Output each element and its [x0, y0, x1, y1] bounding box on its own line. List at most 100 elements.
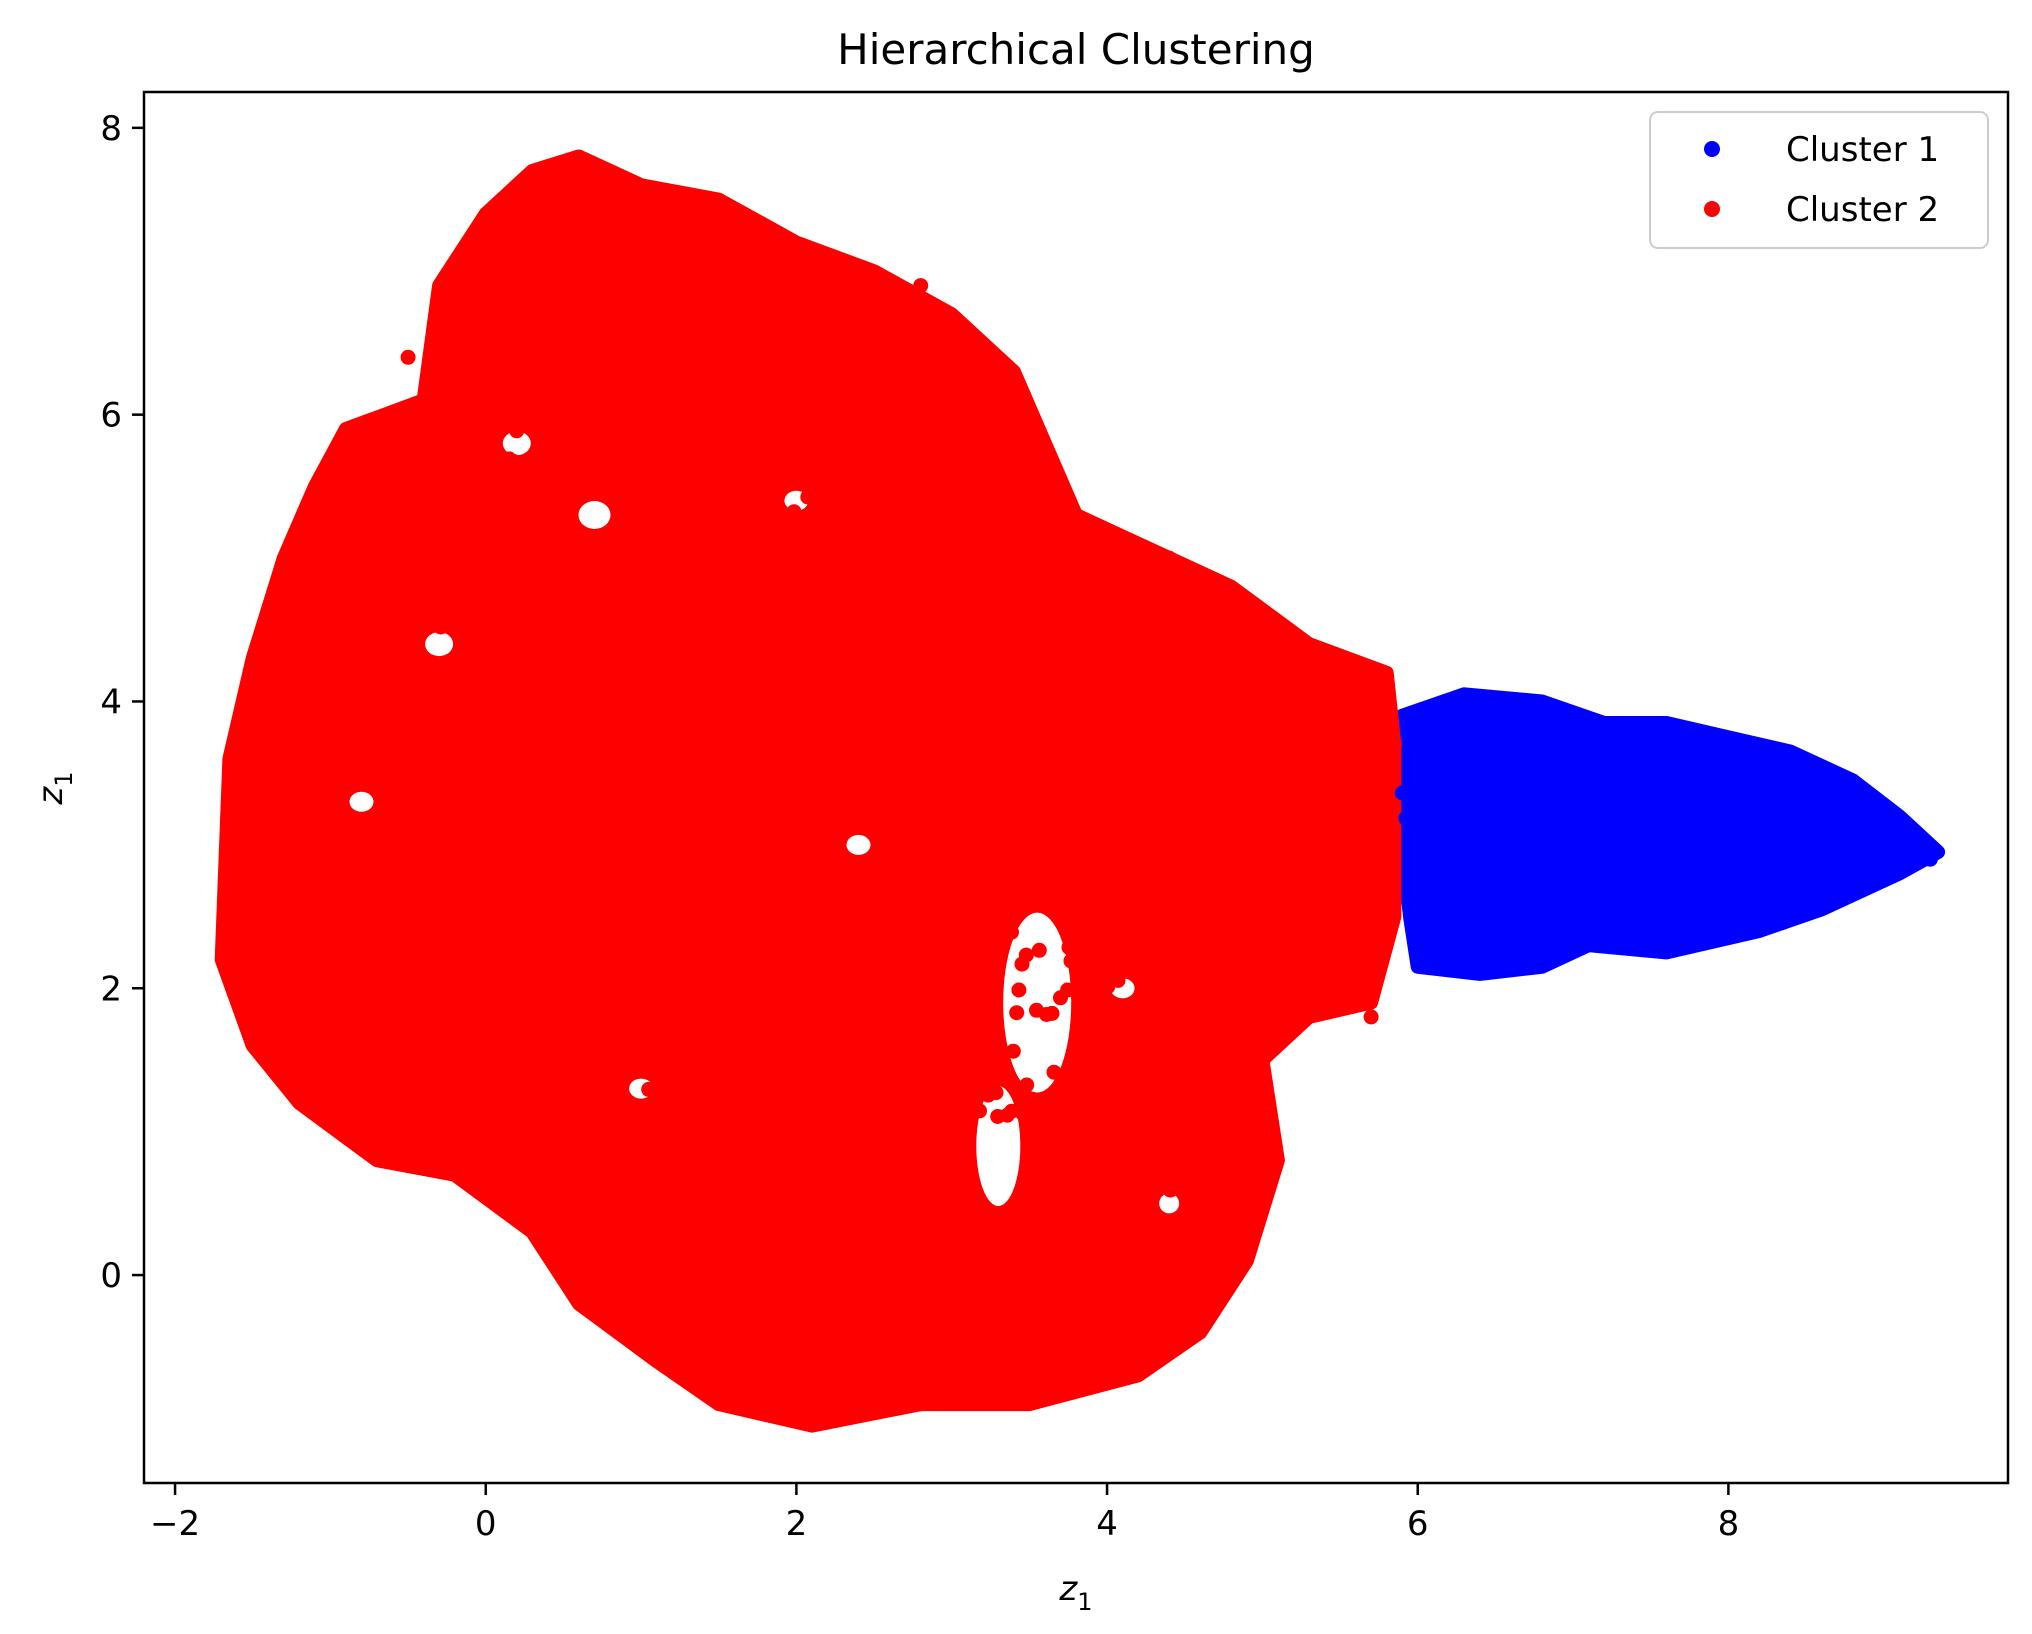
cluster-2-point [552, 243, 568, 259]
cluster-2-point [507, 877, 523, 893]
cluster-2-point [1191, 1040, 1207, 1056]
cluster-2-point [817, 1215, 833, 1231]
cluster-2-point [767, 1105, 783, 1121]
cluster-2-point [637, 810, 652, 826]
cluster-2-point [989, 582, 1005, 598]
cluster-2-point [571, 1281, 587, 1297]
legend-label-cluster-1: Cluster 1 [1786, 130, 1939, 170]
cluster-2-point [628, 1051, 644, 1067]
cluster-2-point [964, 808, 980, 824]
cluster-2-point [287, 837, 303, 853]
chart-title: Hierarchical Clustering [837, 25, 1315, 74]
cluster-2-point [1386, 737, 1402, 752]
cluster-2-point [357, 620, 373, 635]
cluster-1-point [1556, 743, 1572, 759]
cluster-2-point [822, 543, 838, 559]
cluster-2-point [1181, 969, 1196, 985]
cluster-2-point [443, 530, 459, 546]
cluster-2-point [1010, 569, 1026, 585]
cluster-2-point [674, 1059, 690, 1075]
cluster-2-point [836, 343, 852, 359]
cluster-1-point [1525, 934, 1541, 950]
cluster-2-point [262, 965, 278, 981]
cluster-2-point [1139, 968, 1155, 984]
cluster-2-point [761, 665, 777, 681]
cluster-2-point [934, 485, 950, 501]
cluster-2-point [539, 1090, 555, 1106]
cluster-2-point [787, 283, 803, 299]
cluster-2-point [808, 1093, 824, 1109]
cluster-2-point [428, 367, 444, 383]
cluster-2-point [765, 1261, 781, 1277]
cluster-2-point [1157, 1006, 1172, 1022]
cluster-2-point [1254, 808, 1270, 824]
cluster-2-point [478, 333, 494, 349]
cluster-2-point [1149, 1246, 1165, 1262]
cluster-2-point [397, 835, 413, 851]
cluster-2-point [362, 484, 378, 500]
cluster-2-point [536, 348, 551, 364]
cluster-2-point [1119, 902, 1135, 918]
cluster-2-point [315, 468, 331, 484]
cluster-2-point [347, 728, 363, 743]
cluster-1-point [1772, 789, 1788, 805]
cluster-2-point [1091, 786, 1107, 802]
cluster-2-point [675, 460, 691, 476]
cluster-2-point [1313, 999, 1329, 1014]
cluster-2-point [748, 487, 764, 503]
legend-marker-cluster-2 [1704, 201, 1720, 217]
cluster-2-point [309, 713, 325, 729]
cluster-2-point [661, 809, 677, 825]
cluster-2-point [749, 1382, 765, 1398]
cluster-2-point [786, 707, 802, 723]
cluster-2-point [756, 607, 771, 623]
cluster-2-point [590, 1096, 606, 1112]
cluster-2-point [426, 687, 442, 703]
cluster-1-point [1583, 862, 1598, 878]
cluster-2-point [511, 185, 527, 201]
cluster-1-point [1413, 926, 1429, 942]
cluster-2-point [724, 773, 740, 788]
cluster-2-point [577, 934, 593, 950]
legend-marker-cluster-1 [1704, 141, 1720, 157]
cluster-1-point [1617, 909, 1633, 925]
cluster-2-point [772, 1288, 787, 1304]
cluster-2-point [858, 1072, 873, 1088]
cluster-2-point [1367, 785, 1383, 801]
cluster-2-point [545, 413, 561, 429]
cluster-1-point [1489, 961, 1505, 977]
cluster-2-point [999, 788, 1015, 804]
cluster-2-point [1232, 1029, 1248, 1045]
cluster-1-point [1627, 716, 1643, 732]
cluster-2-point [329, 756, 345, 772]
cluster-1-point [1474, 880, 1490, 896]
cluster-2-point [1070, 1118, 1086, 1134]
cluster-2-point [407, 681, 423, 697]
cluster-regions [214, 149, 1946, 1433]
cluster-2-point [1202, 853, 1218, 869]
cluster-2-point [622, 1273, 638, 1289]
cluster-2-point [540, 764, 556, 780]
cluster-2-point [651, 1184, 667, 1200]
cluster-2-point [842, 1003, 858, 1018]
cluster-2-point [570, 406, 586, 422]
cluster-2-point [990, 1109, 1006, 1124]
cluster-2-point [1004, 586, 1020, 601]
cluster-2-point [403, 915, 419, 931]
cluster-2-point [317, 602, 333, 618]
cluster-2-point [1366, 922, 1382, 938]
cluster-1-point [1790, 866, 1806, 881]
cluster-2-point [917, 1392, 933, 1408]
cluster-2-point [692, 1177, 708, 1193]
cluster-2-point [902, 887, 918, 903]
cluster-2-point [1272, 970, 1288, 986]
cluster-2-point [609, 959, 625, 975]
cluster-2-point [977, 626, 993, 642]
cluster-2-point [750, 1035, 766, 1051]
cluster-2-point [528, 936, 544, 952]
cluster-1-point [1814, 849, 1830, 865]
cluster-2-point [1076, 1070, 1092, 1085]
cluster-2-point [894, 310, 910, 326]
cluster-2-point [948, 679, 963, 695]
cluster-2-point [501, 451, 517, 467]
